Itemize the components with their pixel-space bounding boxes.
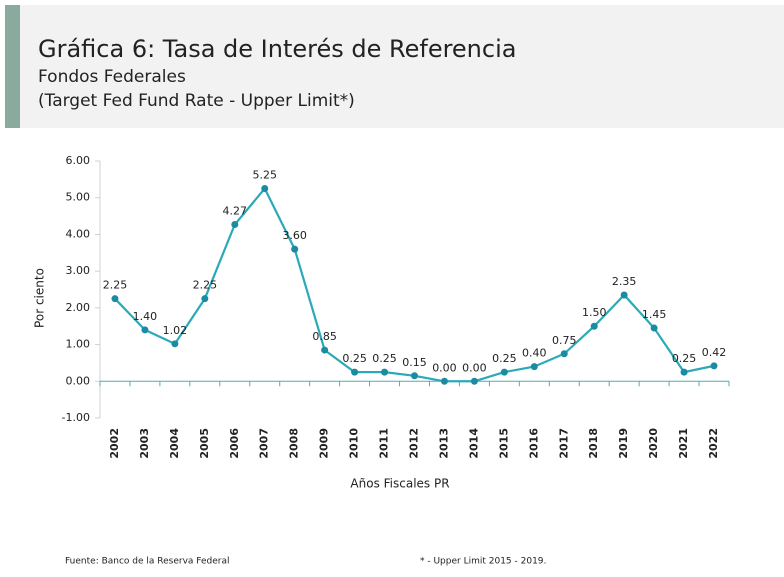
data-label: 1.02 [163,324,188,337]
x-tick-label: 2006 [228,428,241,459]
x-tick-label: 2004 [168,428,181,459]
data-label: 1.50 [582,306,607,319]
data-point [710,362,718,370]
subtitle: Fondos Federales [38,67,186,87]
footnote: * - Upper Limit 2015 - 2019. [420,557,546,567]
data-point [680,368,688,376]
data-point [470,377,478,385]
y-tick-label: 2.00 [66,301,91,314]
data-label: 2.35 [612,275,637,288]
data-label: 0.42 [702,346,727,359]
data-label: 0.00 [432,361,457,374]
data-point [381,368,389,376]
data-point [530,363,538,371]
y-tick-label: 3.00 [66,264,91,277]
data-point [351,368,359,376]
x-tick-label: 2013 [437,428,450,459]
data-point [620,291,628,299]
data-label: 1.45 [642,308,667,321]
data-label: 0.40 [522,347,547,360]
data-label: 5.25 [252,169,277,182]
data-point [321,346,329,354]
data-label: 4.27 [223,205,248,218]
data-label: 0.75 [552,334,577,347]
data-point [650,324,658,332]
data-point [590,322,598,330]
x-tick-label: 2019 [617,428,630,459]
title: Gráfica 6: Tasa de Interés de Referencia [38,35,516,63]
x-tick-label: 2005 [198,428,211,459]
subtitle: (Target Fed Fund Rate - Upper Limit*) [38,91,355,111]
data-point [261,185,269,193]
data-point [291,245,299,253]
data-label: 2.25 [103,279,128,292]
x-tick-label: 2015 [497,428,510,459]
x-tick-label: 2020 [647,428,660,459]
data-label: 0.25 [492,352,517,365]
data-label: 0.85 [312,330,337,343]
data-label: 0.25 [672,352,697,365]
header-box [5,5,784,128]
x-tick-label: 2010 [348,428,361,459]
x-tick-label: 2011 [378,428,391,459]
y-tick-label: 1.00 [66,338,91,351]
y-axis-title: Por ciento [33,268,47,328]
data-point [111,295,119,303]
x-tick-label: 2017 [557,428,570,459]
x-tick-label: 2014 [467,428,480,459]
x-tick-label: 2002 [108,428,121,459]
data-point [500,368,508,376]
x-tick-label: 2022 [707,428,720,459]
data-point [560,350,568,358]
data-point [411,372,418,380]
data-label: 0.00 [462,361,487,374]
x-tick-label: 2018 [587,428,600,459]
x-tick-label: 2003 [138,428,151,459]
data-point [231,221,239,229]
x-axis-title: Años Fiscales PR [350,477,449,491]
data-label: 3.60 [282,229,307,242]
data-label: 1.40 [133,310,158,323]
x-tick-label: 2009 [318,428,331,459]
y-tick-label: 5.00 [66,191,91,204]
header-accent [5,5,20,128]
x-tick-label: 2008 [288,428,301,459]
data-point [171,340,179,348]
x-tick-label: 2016 [527,428,540,459]
x-tick-label: 2007 [258,428,271,459]
data-label: 0.25 [342,352,367,365]
data-point [201,295,209,303]
data-label: 0.15 [402,356,427,369]
x-tick-label: 2012 [408,428,421,459]
data-point [141,326,149,334]
y-tick-label: 6.00 [66,154,91,167]
y-tick-label: 0.00 [66,374,91,387]
y-tick-label: 4.00 [66,227,91,240]
data-label: 2.25 [193,279,218,292]
x-tick-label: 2021 [677,428,690,459]
source-note: Fuente: Banco de la Reserva Federal [65,557,230,567]
data-point [440,377,448,385]
y-tick-label: -1.00 [62,411,90,424]
data-label: 0.25 [372,352,397,365]
